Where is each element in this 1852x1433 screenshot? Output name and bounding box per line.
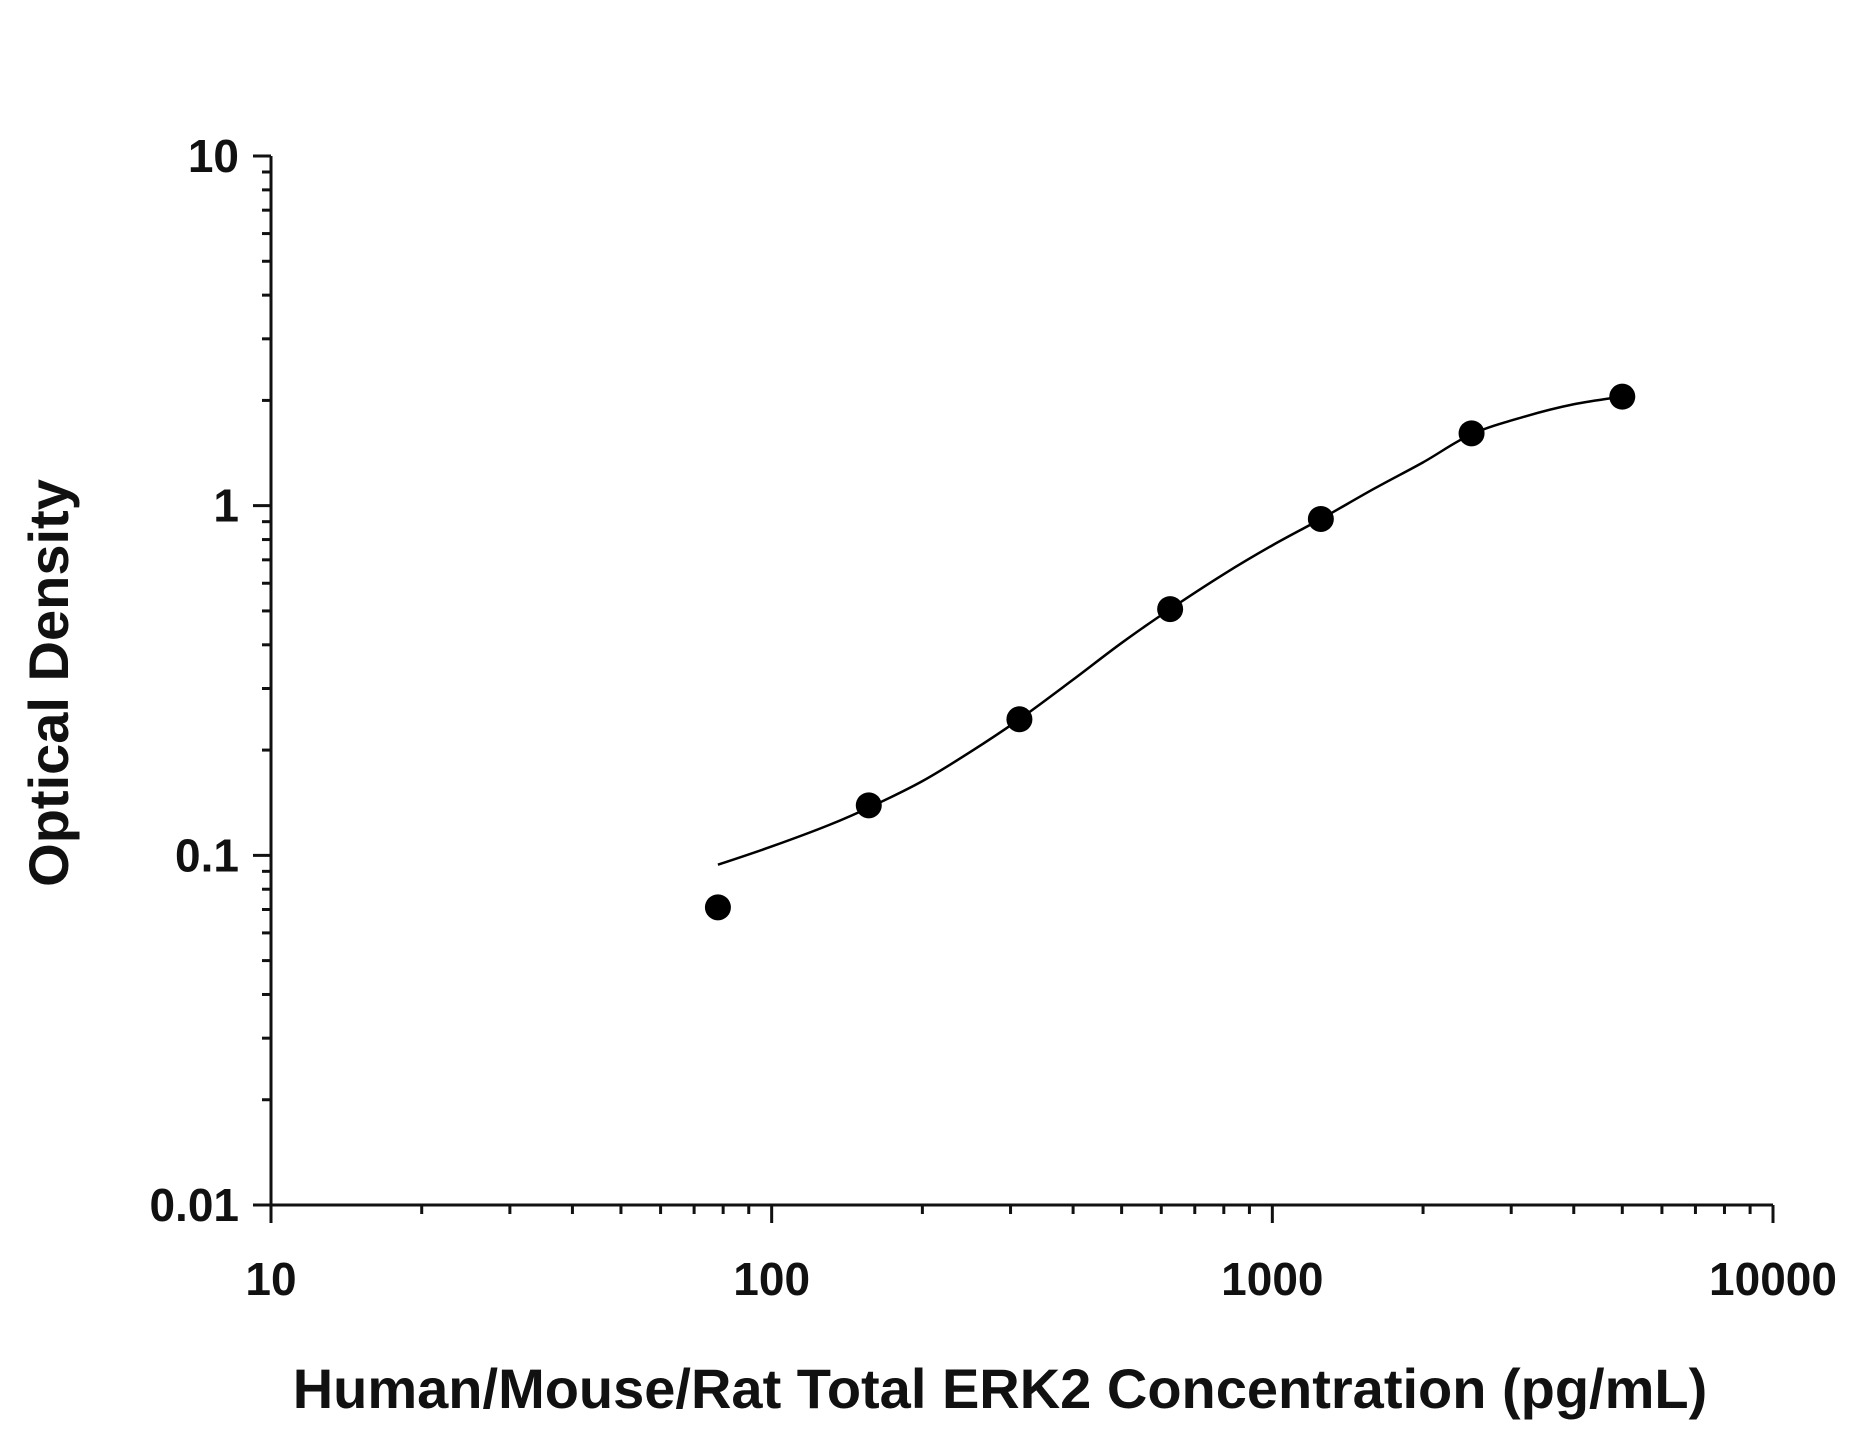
y-axis-title: Optical Density [17,479,80,887]
tick-labels: 10 100 1000 10000 0.01 0.1 1 10 [149,130,1836,1305]
x-tick-label: 10 [245,1253,296,1305]
y-tick-label: 0.01 [149,1179,239,1231]
data-point [1609,383,1636,410]
data-point [1458,420,1485,447]
data-point [1157,596,1184,623]
fit-curve-layer [717,395,1623,866]
y-tick-label: 0.1 [175,829,239,881]
data-point [1006,706,1033,733]
data-point [704,894,731,921]
x-axis-title: Human/Mouse/Rat Total ERK2 Concentration… [293,1357,1708,1420]
data-point [855,792,882,819]
x-tick-label: 10000 [1709,1253,1837,1305]
fit-curve-line [717,395,1623,866]
data-points [704,383,1636,921]
x-tick-label: 1000 [1221,1253,1323,1305]
x-tick-label: 100 [733,1253,810,1305]
y-tick-label: 10 [188,130,239,182]
axes [253,154,1775,1223]
y-tick-label: 1 [213,480,239,532]
data-point [1307,505,1334,532]
